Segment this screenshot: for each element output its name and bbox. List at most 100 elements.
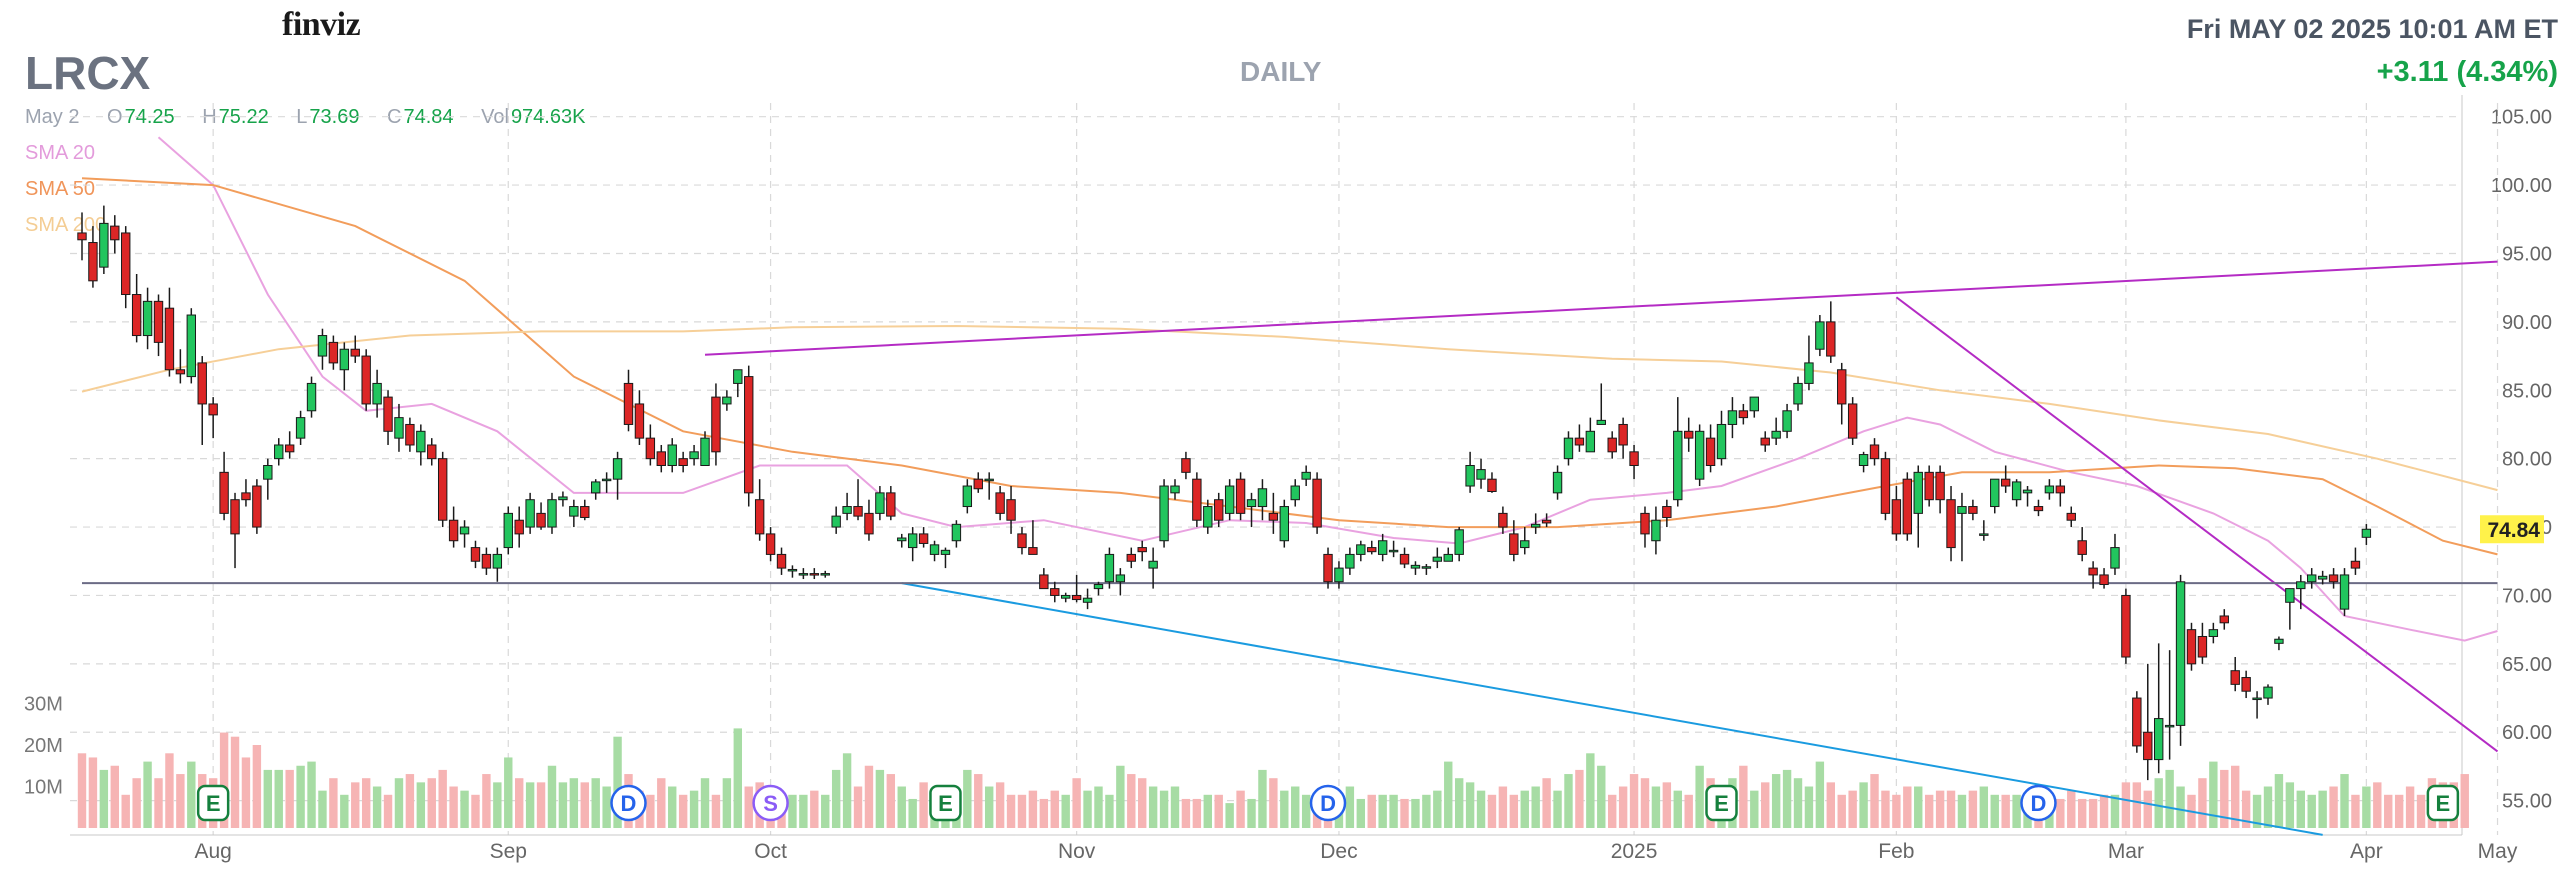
volume-bar — [624, 774, 633, 828]
candle — [842, 492, 852, 521]
earnings-marker-icon — [2426, 784, 2460, 822]
volume-bar — [351, 782, 360, 828]
candle — [208, 397, 218, 439]
candle-body — [733, 369, 743, 384]
volume-bar — [1706, 778, 1715, 828]
candle — [448, 506, 459, 548]
candle — [197, 356, 207, 445]
open-value: 74.25 — [124, 106, 175, 128]
candle — [306, 376, 317, 418]
volume-bar — [1422, 794, 1431, 828]
candle — [1323, 547, 1333, 589]
volume-bar — [2394, 794, 2404, 828]
candle — [1651, 506, 1661, 555]
candle — [1039, 568, 1049, 590]
event-marker-label: E — [206, 791, 221, 816]
candle — [1148, 547, 1158, 589]
candle — [1443, 547, 1453, 562]
candle-body — [1804, 362, 1814, 384]
ohlc-readout: May 2 O 74.25 H 75.22 L 73.69 C 74.84 Vol 974… — [25, 106, 607, 129]
candle — [1399, 547, 1410, 569]
candle-body — [1880, 458, 1891, 514]
y-tick-label: 100.00 — [2491, 175, 2552, 197]
candle — [2088, 561, 2098, 589]
volume-bar — [361, 778, 371, 828]
candle-body — [1170, 485, 1180, 494]
candle-body — [1345, 553, 1355, 569]
candle — [372, 369, 382, 418]
volume-bar — [1695, 765, 1704, 828]
candle — [940, 547, 951, 569]
candle — [875, 486, 885, 521]
volume-bar — [525, 782, 535, 828]
volume-bar — [864, 765, 874, 828]
candle — [274, 438, 284, 466]
volume-bar — [2045, 794, 2054, 828]
y-tick-label: 95.00 — [2502, 243, 2552, 265]
quote-datetime: Fri MAY 02 2025 10:01 AM ET — [2186, 14, 2558, 44]
candle-body — [1629, 451, 1639, 466]
volume-bar — [154, 778, 163, 828]
candle — [1629, 444, 1639, 480]
candle-body — [241, 492, 251, 501]
candle — [1476, 458, 1486, 489]
volume-bar — [504, 757, 513, 828]
candle — [2022, 486, 2033, 507]
x-tick-label: Feb — [1878, 840, 1914, 863]
candle — [1061, 592, 1071, 603]
volume-bar — [821, 794, 830, 828]
candle-body — [1607, 437, 1617, 453]
candle — [591, 479, 601, 500]
candle-body — [853, 506, 863, 517]
candle — [864, 499, 874, 541]
candle-body — [2077, 540, 2087, 555]
candle — [2230, 657, 2240, 692]
volume-bar — [1039, 798, 1049, 828]
volume-bar — [1487, 794, 1497, 828]
volume-bar — [1498, 786, 1508, 828]
candle — [131, 273, 142, 343]
candle — [918, 527, 929, 548]
candle-body — [569, 506, 579, 517]
volume-bar — [1356, 798, 1366, 828]
low-value: 73.69 — [309, 106, 360, 128]
volume-bar — [2252, 794, 2262, 828]
volume-bar — [1935, 790, 1945, 828]
volume-bar — [755, 782, 764, 828]
volume-bar — [1028, 790, 1038, 828]
dividend-marker-icon — [610, 784, 647, 822]
volume-bar — [744, 786, 753, 828]
candle-body — [1334, 567, 1344, 583]
candle-body — [1487, 478, 1497, 492]
candle — [1563, 431, 1574, 466]
volume-bar — [2285, 782, 2295, 828]
candle — [470, 540, 481, 569]
candle-body — [2175, 581, 2186, 726]
candle — [2143, 663, 2153, 781]
volume-bar — [77, 753, 87, 828]
candle — [667, 438, 677, 473]
x-tick-label: Sep — [490, 840, 527, 863]
candle-body — [689, 451, 699, 460]
volume-bar — [1629, 774, 1639, 828]
candle — [558, 491, 568, 507]
volume-bar — [2220, 769, 2229, 828]
candle — [536, 502, 546, 530]
price-change: +3.11 (4.34%) — [2376, 56, 2558, 88]
volume-bar — [1247, 798, 1256, 828]
candle-body — [1826, 321, 1836, 357]
candle-body — [1913, 471, 1923, 514]
finviz-logo[interactable]: finviz — [282, 6, 361, 43]
candle — [1126, 547, 1136, 569]
y-tick-label: 75.00 — [2502, 517, 2552, 539]
candle-body — [591, 481, 601, 494]
volume-bar — [493, 782, 502, 828]
candle-body — [1563, 437, 1574, 460]
volume-bar — [99, 769, 109, 828]
candle — [1203, 499, 1213, 534]
candle — [1957, 492, 1967, 562]
volume-tick-label: 20M — [24, 735, 63, 757]
candle — [623, 369, 634, 432]
candle — [1520, 527, 1530, 555]
